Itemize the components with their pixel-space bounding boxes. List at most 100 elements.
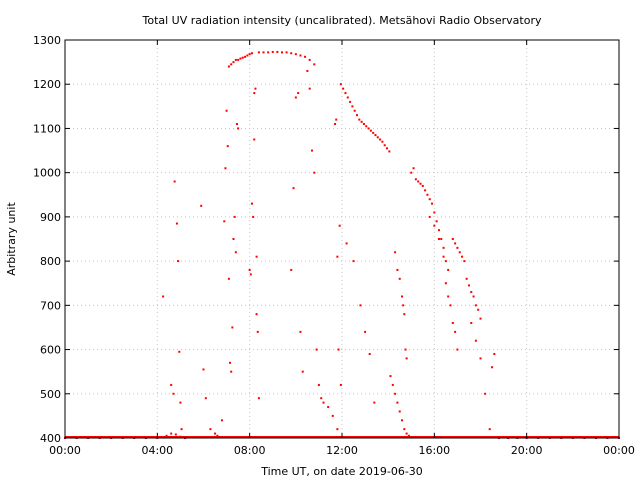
data-point [433,211,436,214]
data-point [405,357,408,360]
data-point [290,52,293,55]
data-point [255,313,258,316]
data-point [204,397,207,400]
data-point [202,368,205,371]
data-point [359,304,362,307]
data-point [421,184,424,187]
data-point [424,189,427,192]
data-point [297,92,300,95]
data-point [491,366,494,369]
y-tick-label: 600 [40,344,61,357]
data-point [254,87,257,90]
data-point [334,123,337,126]
data-point [175,222,178,225]
data-point [404,348,407,351]
x-tick-label: 08:00 [234,444,266,457]
y-tick-label: 500 [40,388,61,401]
data-point [402,304,405,307]
data-point [200,204,203,207]
data-point [383,144,386,147]
data-point [374,134,377,137]
data-point [369,129,372,132]
data-point [315,348,318,351]
data-point [488,428,491,431]
data-point [253,92,256,95]
data-point [344,92,347,95]
data-point [396,401,399,404]
data-point [442,255,445,258]
data-point [449,304,452,307]
data-point [256,330,259,333]
y-tick-label: 900 [40,211,61,224]
data-point [280,51,283,54]
data-point [428,215,431,218]
data-point [353,109,356,112]
data-point [444,260,447,263]
y-tick-label: 1000 [33,167,61,180]
data-point [362,123,365,126]
data-point [235,123,238,126]
data-point [389,375,392,378]
y-tick-label: 700 [40,299,61,312]
data-point [262,51,265,54]
data-point [414,178,417,181]
data-point [257,51,260,54]
data-point [405,432,408,435]
data-point [401,295,404,298]
data-point [338,224,341,227]
data-point [456,246,459,249]
x-tick-label: 12:00 [326,444,358,457]
data-point [398,277,401,280]
data-point [216,434,219,437]
data-point [223,220,226,223]
data-point [308,87,311,90]
data-point [451,238,454,240]
data-point [299,330,302,333]
data-point [225,109,228,112]
x-tick-label: 16:00 [418,444,450,457]
data-point [339,83,342,86]
data-point [447,268,450,271]
y-tick-label: 400 [40,432,61,445]
data-point [403,428,406,431]
data-point [454,242,457,245]
data-point [301,370,304,373]
data-point [479,357,482,360]
data-point [229,361,232,364]
y-tick-label: 1100 [33,122,61,135]
data-point [356,114,359,117]
data-point [255,255,258,258]
data-point [472,295,475,298]
data-point [358,118,361,121]
data-point [467,284,470,287]
data-point [162,295,165,298]
data-point [454,330,457,333]
data-point [373,401,376,404]
data-point [320,397,323,400]
data-point [252,215,255,218]
x-axis-label: Time UT, on date 2019-06-30 [260,465,423,478]
data-point [403,313,406,316]
data-point [349,100,352,103]
data-point [388,150,391,153]
data-point [178,350,181,353]
data-point [227,277,230,280]
data-point [477,308,480,311]
plot-frame [64,39,620,439]
data-point [417,180,420,183]
data-point [313,171,316,174]
data-point [386,147,389,150]
data-point [170,432,173,435]
data-point [294,96,297,99]
data-point [250,52,253,55]
data-point [437,229,440,232]
data-point [401,419,404,422]
data-point [461,255,464,258]
data-point [381,140,384,143]
data-point [224,167,227,170]
data-point [379,138,382,141]
data-point [276,50,279,53]
data-point [230,63,233,66]
data-point [458,251,461,254]
data-point [172,392,175,395]
